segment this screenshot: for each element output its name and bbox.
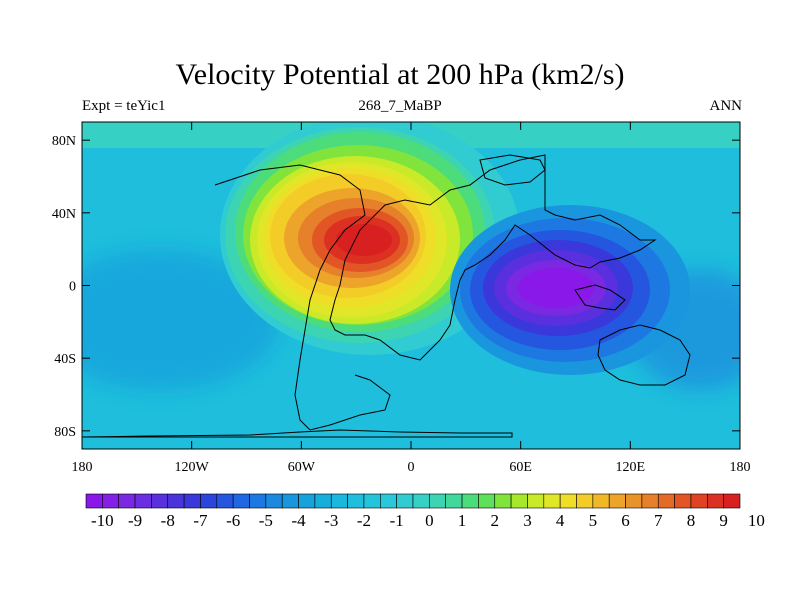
x-tick-label: 60W — [288, 460, 316, 475]
colorbar-swatch — [559, 493, 577, 509]
colorbar-label: -10 — [91, 511, 114, 530]
colorbar-swatch — [347, 493, 365, 509]
colorbar-swatch — [706, 493, 724, 509]
colorbar-label: -8 — [161, 511, 175, 530]
colorbar-label: -5 — [259, 511, 273, 530]
colorbar-swatch — [379, 493, 397, 509]
colorbar-swatch — [200, 493, 218, 509]
run-label: 268_7_MaBP — [358, 98, 442, 114]
colorbar-label: -7 — [193, 511, 208, 530]
colorbar-swatch — [232, 493, 250, 509]
colorbar-label: 3 — [523, 511, 532, 530]
colorbar-label: 1 — [458, 511, 467, 530]
colorbar-swatch — [690, 493, 708, 509]
colorbar-label: 6 — [621, 511, 630, 530]
colorbar-swatch — [314, 493, 332, 509]
colorbar-swatch — [396, 493, 414, 509]
colorbar-swatch — [543, 493, 561, 509]
colorbar-swatch — [330, 493, 348, 509]
y-tick-label: 80S — [54, 425, 76, 440]
colorbar-label: -1 — [390, 511, 404, 530]
x-tick-label: 180 — [730, 460, 751, 475]
colorbar-label: 4 — [556, 511, 565, 530]
colorbar-label: 10 — [748, 511, 765, 530]
colorbar-label: 8 — [687, 511, 696, 530]
colorbar-label: 7 — [654, 511, 663, 530]
x-tick-label: 60E — [509, 460, 532, 475]
colorbar-swatch — [723, 493, 741, 509]
y-tick-label: 40N — [52, 207, 76, 222]
colorbar-swatch — [429, 493, 447, 509]
colorbar-swatch — [445, 493, 463, 509]
colorbar-label: -3 — [324, 511, 338, 530]
colorbar-label: -9 — [128, 511, 142, 530]
colorbar-swatch — [265, 493, 283, 509]
colorbar-swatch — [625, 493, 643, 509]
colorbar-swatch — [510, 493, 528, 509]
colorbar-swatch — [249, 493, 267, 509]
colorbar-label: 9 — [719, 511, 728, 530]
colorbar-swatch — [478, 493, 496, 509]
colorbar-swatch — [281, 493, 299, 509]
x-tick-label: 120W — [175, 460, 210, 475]
colorbar-swatch — [167, 493, 185, 509]
colorbar-swatch — [134, 493, 152, 509]
colorbar-swatch — [102, 493, 119, 509]
colorbar-swatch — [674, 493, 692, 509]
y-tick-label: 0 — [69, 280, 76, 295]
contour-field — [82, 122, 740, 449]
colorbar-swatch — [494, 493, 512, 509]
colorbar-label: 2 — [491, 511, 500, 530]
colorbar-swatch — [298, 493, 316, 509]
coastlines — [82, 154, 691, 438]
period-label: ANN — [709, 98, 743, 114]
x-tick-label: 180 — [72, 460, 93, 475]
colorbar-swatch — [216, 493, 234, 509]
y-tick-label: 40S — [54, 352, 76, 367]
y-tick-label: 80N — [52, 134, 76, 149]
chart-title: Velocity Potential at 200 hPa (km2/s) — [175, 58, 625, 91]
colorbar-swatch — [461, 493, 479, 509]
colorbar-label: -6 — [226, 511, 240, 530]
colorbar-swatch — [527, 493, 545, 509]
colorbar-swatch — [576, 493, 594, 509]
colorbar-swatch — [85, 493, 103, 509]
colorbar-label: -2 — [357, 511, 371, 530]
colorbar-label: 0 — [425, 511, 434, 530]
colorbar-swatch — [118, 493, 136, 509]
colorbar-swatch — [592, 493, 610, 509]
experiment-label: Expt = teYic1 — [82, 98, 166, 114]
colorbar-swatch — [412, 493, 430, 509]
x-tick-label: 120E — [616, 460, 646, 475]
colorbar-swatch — [657, 493, 675, 509]
colorbar-swatch — [608, 493, 626, 509]
colorbar-swatch — [363, 493, 381, 509]
colorbar-label: 5 — [589, 511, 598, 530]
colorbar-swatch — [641, 493, 659, 509]
colorbar-swatch — [183, 493, 201, 509]
colorbar-swatch — [151, 493, 169, 509]
colorbar-label: -4 — [291, 511, 306, 530]
x-tick-label: 0 — [408, 460, 415, 475]
